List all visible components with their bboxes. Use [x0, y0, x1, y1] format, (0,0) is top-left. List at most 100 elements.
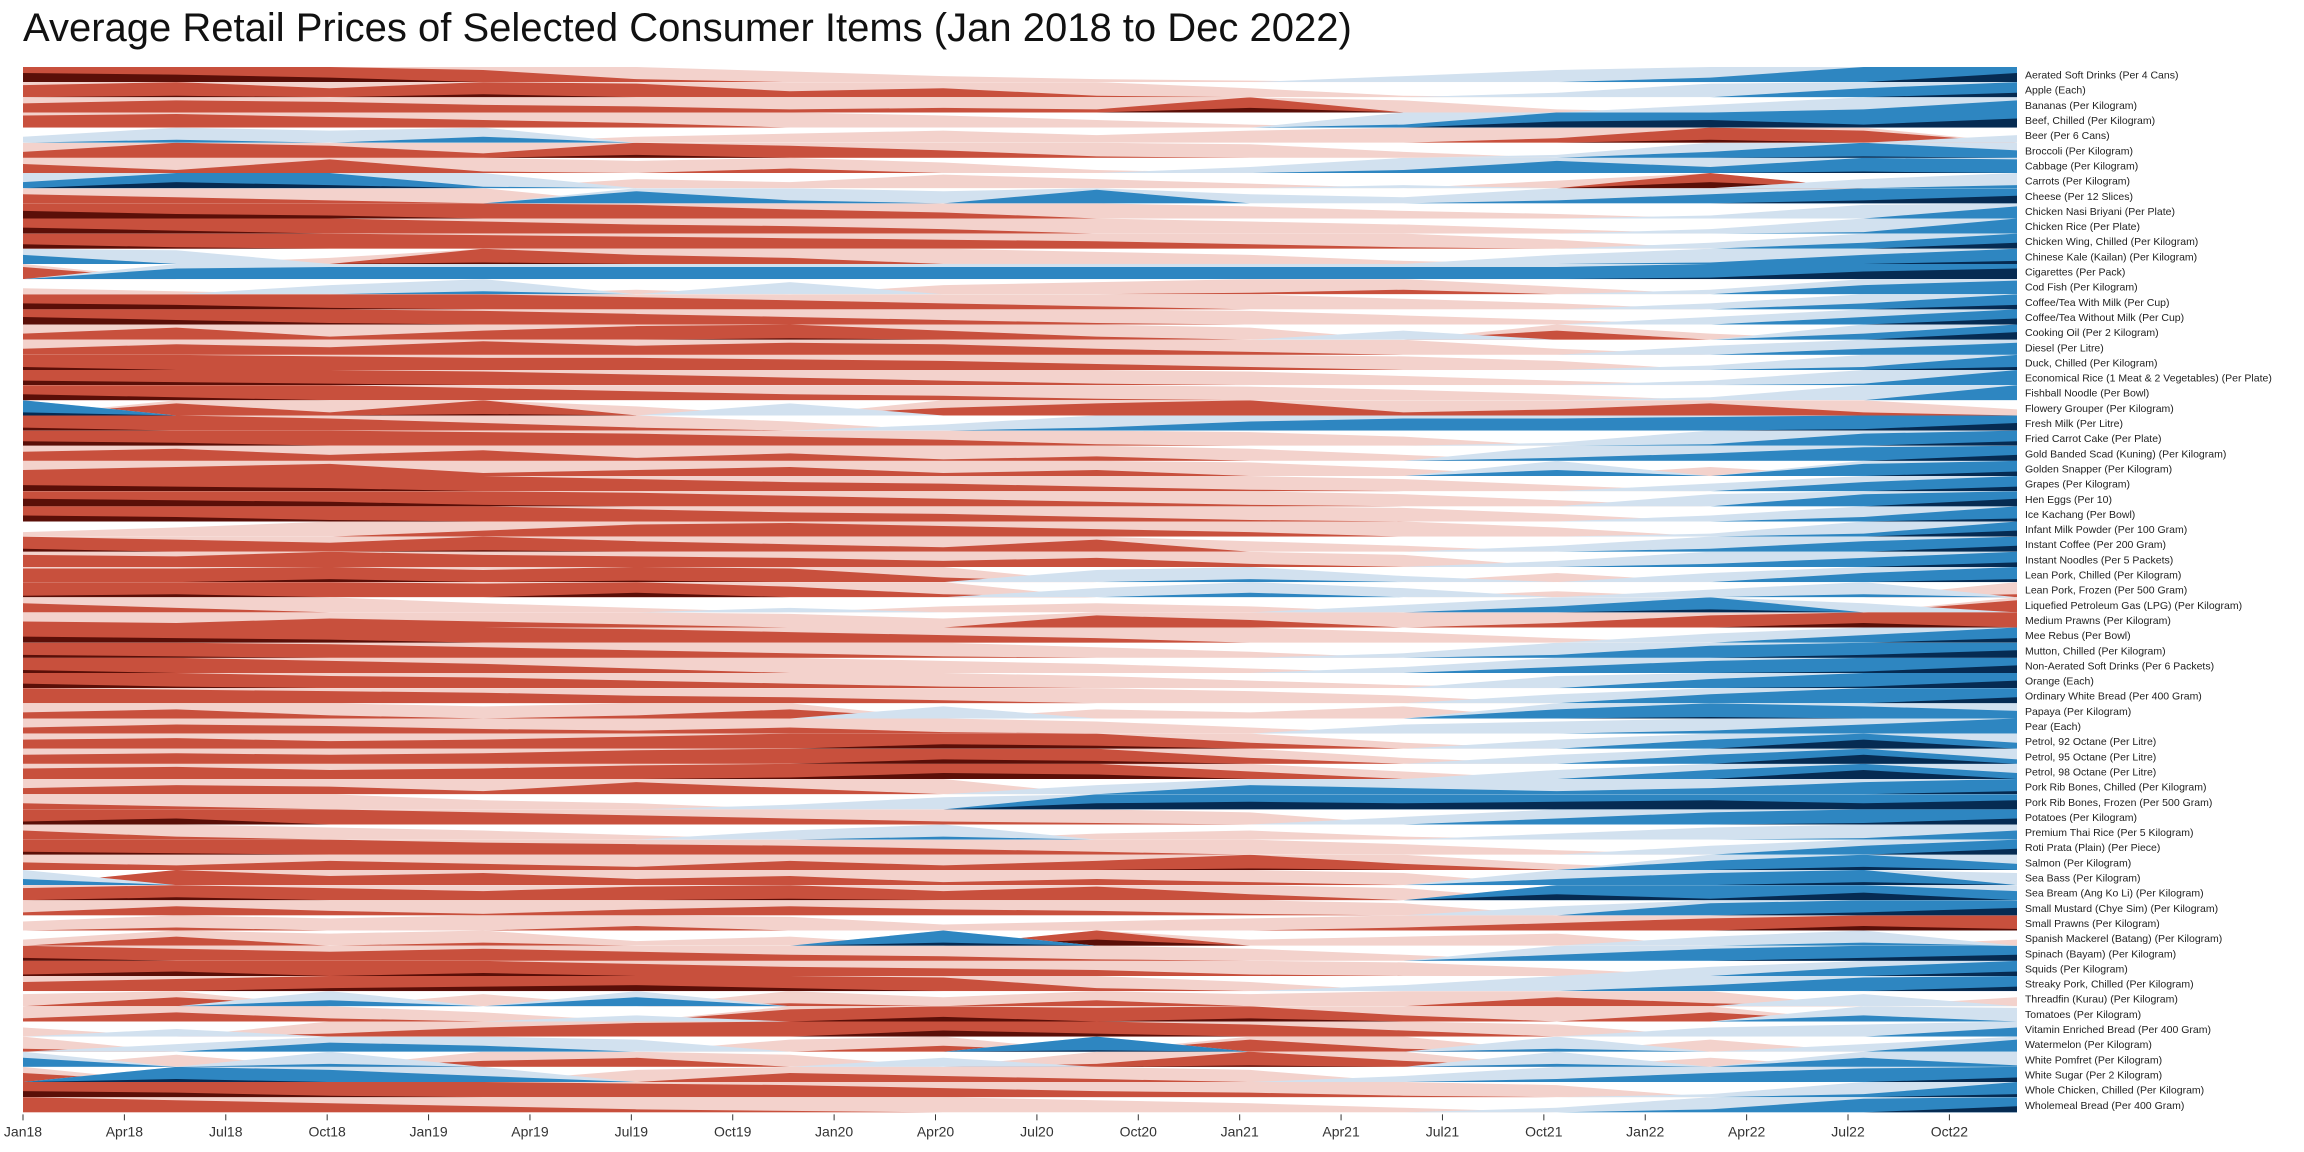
series-row: Non-Aerated Soft Drinks (Per 6 Packets): [23, 657, 2214, 673]
horizon-band-high-2: [1096, 592, 2017, 598]
horizon-band-low-3: [23, 623, 2017, 628]
horizon-band-low-3: [23, 227, 2017, 234]
horizon-band-low-3: [23, 394, 2017, 401]
horizon-band-low-2: [23, 97, 2017, 113]
x-tick-label: Oct19: [714, 1123, 752, 1139]
series-row: Mutton, Chilled (Per Kilogram): [23, 642, 2166, 658]
horizon-band-high-2: [23, 1057, 2017, 1067]
horizon-band-low-2: [23, 159, 944, 174]
row-label: Apple (Each): [2025, 85, 2086, 97]
series-row: Cabbage (Per Kilogram): [23, 157, 2138, 174]
series-row: Gold Banded Scad (Kuning) (Per Kilogram): [23, 445, 2226, 461]
horizon-band-low-3: [23, 669, 177, 673]
row-label: Broccoli (Per Kilogram): [2025, 145, 2133, 157]
horizon-band-high-2: [23, 945, 2017, 961]
horizon-band-low-3: [176, 985, 944, 992]
horizon-band-high-3: [1863, 638, 2017, 643]
horizon-band-high-3: [1863, 73, 2017, 83]
horizon-band-high-1: [789, 930, 2017, 946]
horizon-band-high-1: [23, 718, 2017, 734]
row-label: Tomatoes (Per Kilogram): [2025, 1009, 2141, 1021]
horizon-band-high-3: [1710, 171, 2017, 174]
series-row: Sea Bream (Ang Ko Li) (Per Kilogram): [23, 885, 2204, 901]
x-tick-label: Jan22: [1626, 1123, 1664, 1139]
row-label: Coffee/Tea Without Milk (Per Cup): [2025, 312, 2184, 324]
row-label: Salmon (Per Kilogram): [2025, 857, 2131, 869]
horizon-band-low-2: [23, 854, 1557, 870]
horizon-band-low-2: [23, 709, 944, 719]
horizon-band-high-3: [1710, 739, 2017, 749]
row-label: Economical Rice (1 Meat & 2 Vegetables) …: [2025, 373, 2272, 385]
horizon-band-high-1: [23, 642, 2017, 658]
horizon-band-high-1: [23, 385, 2017, 401]
row-label: Chicken Nasi Briyani (Per Plate): [2025, 206, 2175, 218]
row-label: Sea Bream (Ang Ko Li) (Per Kilogram): [2025, 888, 2204, 900]
horizon-band-high-2: [483, 188, 2017, 204]
series-row: Aerated Soft Drinks (Per 4 Cans): [23, 67, 2178, 83]
rows-layer: Aerated Soft Drinks (Per 4 Cans) Apple (E…: [23, 67, 2272, 1113]
series-row: Threadfin (Kurau) (Per Kilogram): [23, 991, 2178, 1007]
horizon-band-low-2: [23, 536, 2017, 552]
row-label: Beer (Per 6 Cans): [2025, 130, 2110, 142]
horizon-band-low-2: [23, 203, 2017, 219]
row-label: Ordinary White Bread (Per 400 Gram): [2025, 691, 2202, 703]
x-tick-label: Jul18: [209, 1123, 243, 1139]
series-row: Chicken Rice (Per Plate): [23, 218, 2140, 234]
horizon-band-high-3: [1403, 118, 2017, 128]
horizon-band-high-1: [23, 688, 2017, 704]
row-label: Petrol, 92 Octane (Per Litre): [2025, 736, 2156, 748]
row-label: Fishball Noodle (Per Bowl): [2025, 388, 2149, 400]
horizon-band-high-2: [1556, 1097, 2017, 1113]
row-label: Flowery Grouper (Per Kilogram): [2025, 403, 2174, 415]
horizon-band-high-2: [23, 997, 2017, 1007]
series-row: Grapes (Per Kilogram): [23, 476, 2130, 492]
row-label: Aerated Soft Drinks (Per 4 Cans): [2025, 70, 2178, 82]
horizon-band-high-3: [1710, 907, 2017, 916]
series-row: Cigarettes (Per Pack): [23, 263, 2125, 280]
series-row: Chicken Wing, Chilled (Per Kilogram): [23, 233, 2198, 249]
horizon-band-low-3: [1556, 139, 1864, 143]
row-label: Wholemeal Bread (Per 400 Gram): [2025, 1100, 2184, 1112]
series-row: Premium Thai Rice (Per 5 Kilogram): [23, 824, 2193, 840]
series-row: Pear (Each): [23, 718, 2081, 734]
row-label: Instant Coffee (Per 200 Gram): [2025, 539, 2166, 551]
horizon-band-low-3: [23, 636, 484, 643]
horizon-band-low-3: [23, 579, 2017, 583]
series-row: Small Prawns (Per Kilogram): [23, 915, 2160, 931]
horizon-band-low-3: [23, 94, 2017, 98]
horizon-band-low-2: [23, 248, 2017, 264]
series-row: Petrol, 92 Octane (Per Litre): [23, 733, 2156, 749]
horizon-band-high-2: [23, 869, 2017, 886]
x-tick-label: Jan20: [815, 1123, 853, 1139]
horizon-band-high-3: [1710, 818, 2017, 825]
horizon-band-low-3: [23, 210, 2017, 219]
series-row: Beef, Chilled (Per Kilogram): [23, 112, 2155, 128]
horizon-band-high-2: [23, 342, 2017, 355]
series-row: Ordinary White Bread (Per 400 Gram): [23, 688, 2202, 704]
horizon-band-low-2: [23, 1082, 2017, 1098]
horizon-band-low-1: [23, 597, 2017, 613]
series-row: Lean Pork, Chilled (Per Kilogram): [23, 566, 2181, 583]
row-label: Lean Pork, Frozen (Per 500 Gram): [2025, 585, 2187, 597]
row-label: Duck, Chilled (Per Kilogram): [2025, 357, 2157, 369]
horizon-band-low-2: [329, 1051, 1557, 1067]
horizon-band-low-1: [23, 279, 2017, 295]
horizon-band-high-2: [23, 142, 2017, 158]
horizon-band-high-3: [23, 954, 2017, 961]
horizon-band-low-3: [789, 1016, 1404, 1022]
row-label: Non-Aerated Soft Drinks (Per 6 Packets): [2025, 660, 2214, 672]
horizon-band-low-2: [23, 839, 2017, 855]
series-row: Orange (Each): [23, 673, 2094, 689]
horizon-band-low-2: [23, 566, 2017, 583]
horizon-band-low-2: [23, 491, 2017, 507]
row-label: Mee Rebus (Per Bowl): [2025, 630, 2131, 642]
horizon-band-high-3: [1863, 242, 2017, 249]
horizon-band-high-2: [1556, 854, 2017, 870]
x-tick-label: Jul21: [1426, 1123, 1460, 1139]
horizon-band-high-2: [1710, 233, 2017, 249]
horizon-band-high-3: [1710, 665, 2017, 673]
series-row: Roti Prata (Plain) (Per Piece): [23, 839, 2160, 855]
series-row: Duck, Chilled (Per Kilogram): [23, 354, 2157, 370]
series-row: Potatoes (Per Kilogram): [23, 809, 2137, 825]
